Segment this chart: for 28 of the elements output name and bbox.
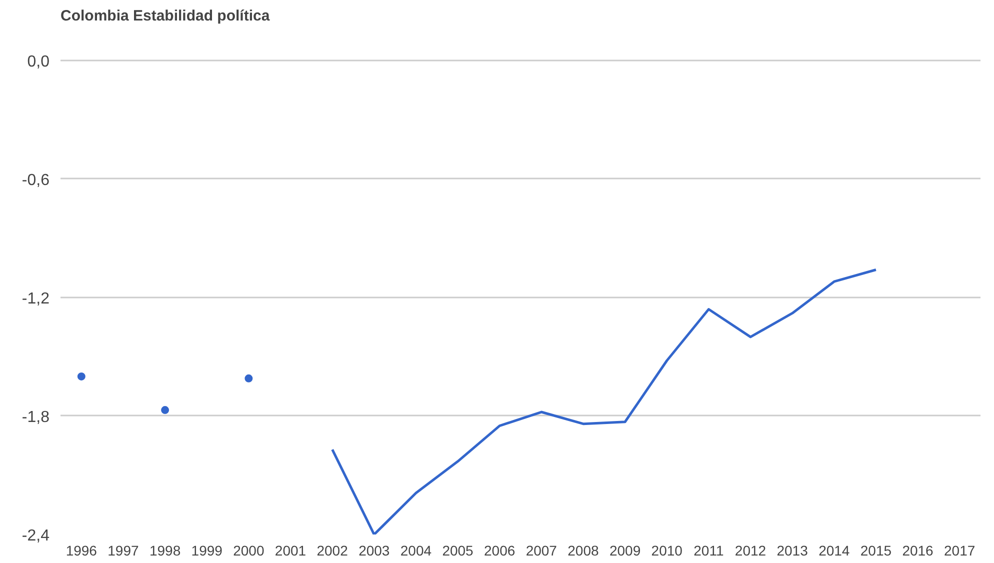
x-tick-label: 2002 xyxy=(316,542,348,558)
x-tick-label: 1999 xyxy=(191,542,223,558)
x-tick-label: 2003 xyxy=(358,542,390,558)
x-tick-label: 2008 xyxy=(568,542,600,558)
y-tick-label: -2,4 xyxy=(22,528,50,544)
x-tick-label: 2017 xyxy=(944,542,976,558)
x-tick-label: 2005 xyxy=(442,542,474,558)
x-tick-label: 2011 xyxy=(694,542,724,558)
x-tick-label: 1998 xyxy=(149,542,181,558)
x-tick-label: 2000 xyxy=(233,542,264,558)
x-tick-label: 2013 xyxy=(776,542,808,558)
x-tick-label: 2016 xyxy=(902,542,934,558)
x-tick-label: 1997 xyxy=(108,542,140,558)
x-tick-label: 2001 xyxy=(274,542,306,558)
y-tick-label: -1,8 xyxy=(22,408,50,426)
x-tick-label: 2006 xyxy=(484,542,516,558)
x-tick-label: 1996 xyxy=(66,542,98,558)
x-tick-label: 2012 xyxy=(734,542,766,558)
chart-title: Colombia Estabilidad política xyxy=(60,8,270,24)
y-tick-label: -0,6 xyxy=(22,172,50,189)
y-tick-label: -1,2 xyxy=(22,290,50,308)
y-tick-label: 0,0 xyxy=(27,53,50,70)
x-tick-label: 2007 xyxy=(526,542,558,558)
x-tick-label: 2004 xyxy=(400,542,432,558)
x-tick-label: 2015 xyxy=(860,542,892,558)
x-tick-label: 2010 xyxy=(651,542,683,558)
x-tick-label: 2009 xyxy=(609,542,641,558)
x-tick-label: 2014 xyxy=(818,542,850,558)
